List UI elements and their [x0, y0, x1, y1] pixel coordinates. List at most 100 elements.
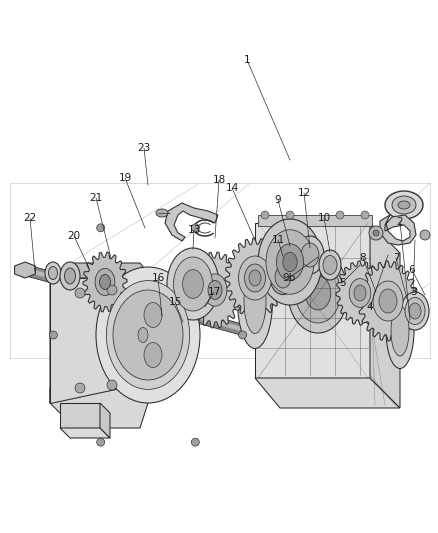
- Ellipse shape: [183, 270, 203, 298]
- Polygon shape: [50, 263, 75, 403]
- Polygon shape: [100, 403, 110, 438]
- Text: 5: 5: [339, 278, 345, 288]
- Ellipse shape: [60, 262, 80, 290]
- Circle shape: [49, 331, 57, 339]
- Ellipse shape: [283, 252, 297, 272]
- Ellipse shape: [144, 303, 162, 327]
- Ellipse shape: [167, 248, 219, 320]
- Circle shape: [107, 380, 117, 390]
- Polygon shape: [380, 215, 416, 245]
- Ellipse shape: [208, 280, 222, 300]
- Polygon shape: [258, 215, 372, 226]
- Polygon shape: [370, 223, 400, 408]
- Polygon shape: [26, 268, 347, 360]
- Circle shape: [97, 224, 105, 232]
- Ellipse shape: [398, 201, 410, 209]
- Text: 12: 12: [297, 188, 311, 198]
- Text: 3: 3: [410, 287, 416, 297]
- Circle shape: [239, 331, 247, 339]
- Ellipse shape: [301, 243, 319, 267]
- Polygon shape: [50, 263, 148, 278]
- Circle shape: [107, 285, 117, 295]
- Circle shape: [369, 226, 383, 240]
- Polygon shape: [165, 203, 218, 241]
- Circle shape: [75, 288, 85, 298]
- Text: 18: 18: [212, 175, 226, 185]
- Ellipse shape: [288, 253, 348, 333]
- Polygon shape: [24, 265, 346, 364]
- Ellipse shape: [49, 266, 57, 279]
- Ellipse shape: [266, 230, 314, 294]
- Circle shape: [191, 224, 199, 232]
- Polygon shape: [336, 261, 384, 325]
- Text: 9: 9: [275, 195, 281, 205]
- Polygon shape: [225, 238, 285, 318]
- Text: 20: 20: [67, 231, 81, 241]
- Text: 9b: 9b: [283, 273, 296, 283]
- Ellipse shape: [305, 276, 331, 310]
- Polygon shape: [255, 378, 400, 408]
- Text: 1: 1: [244, 55, 250, 65]
- Text: 10: 10: [318, 213, 331, 223]
- Circle shape: [420, 230, 430, 240]
- Ellipse shape: [391, 306, 409, 356]
- Circle shape: [261, 211, 269, 219]
- Polygon shape: [60, 428, 110, 438]
- Ellipse shape: [113, 290, 183, 380]
- Text: 2: 2: [397, 217, 403, 227]
- Polygon shape: [50, 388, 148, 428]
- Ellipse shape: [319, 250, 341, 280]
- Circle shape: [286, 211, 294, 219]
- Ellipse shape: [354, 285, 366, 301]
- Ellipse shape: [409, 303, 421, 319]
- Polygon shape: [255, 223, 370, 378]
- Ellipse shape: [270, 260, 296, 295]
- Text: 7: 7: [393, 253, 399, 263]
- Text: 11: 11: [272, 235, 285, 245]
- Text: 19: 19: [118, 173, 132, 183]
- Ellipse shape: [64, 268, 75, 284]
- Ellipse shape: [244, 269, 266, 334]
- Ellipse shape: [385, 191, 423, 219]
- Ellipse shape: [138, 327, 148, 343]
- Polygon shape: [187, 252, 243, 328]
- Ellipse shape: [249, 270, 261, 286]
- Ellipse shape: [96, 267, 200, 403]
- Ellipse shape: [106, 280, 190, 390]
- Polygon shape: [83, 252, 127, 312]
- Polygon shape: [60, 403, 100, 428]
- Ellipse shape: [203, 274, 227, 306]
- Ellipse shape: [349, 279, 371, 308]
- Circle shape: [361, 211, 369, 219]
- Text: 17: 17: [207, 287, 221, 297]
- Text: 4: 4: [367, 302, 373, 312]
- Ellipse shape: [156, 209, 168, 217]
- Circle shape: [97, 438, 105, 446]
- Text: 6: 6: [409, 265, 415, 275]
- Polygon shape: [120, 273, 148, 403]
- Ellipse shape: [373, 281, 403, 321]
- Circle shape: [75, 383, 85, 393]
- Polygon shape: [50, 278, 120, 403]
- Ellipse shape: [275, 266, 291, 288]
- Polygon shape: [358, 261, 418, 341]
- Ellipse shape: [276, 244, 304, 280]
- Ellipse shape: [401, 292, 429, 330]
- Text: 8: 8: [360, 253, 366, 263]
- Ellipse shape: [392, 196, 416, 214]
- Ellipse shape: [45, 262, 61, 284]
- Circle shape: [336, 211, 344, 219]
- Circle shape: [191, 438, 199, 446]
- Ellipse shape: [244, 264, 265, 292]
- Ellipse shape: [405, 297, 425, 325]
- Circle shape: [373, 230, 379, 236]
- Ellipse shape: [386, 294, 414, 368]
- Polygon shape: [14, 262, 35, 278]
- Ellipse shape: [239, 256, 272, 300]
- Text: 21: 21: [89, 193, 102, 203]
- Ellipse shape: [379, 289, 397, 313]
- Text: 22: 22: [23, 213, 37, 223]
- Text: 13: 13: [187, 225, 201, 235]
- Text: 15: 15: [168, 297, 182, 307]
- Ellipse shape: [95, 269, 115, 295]
